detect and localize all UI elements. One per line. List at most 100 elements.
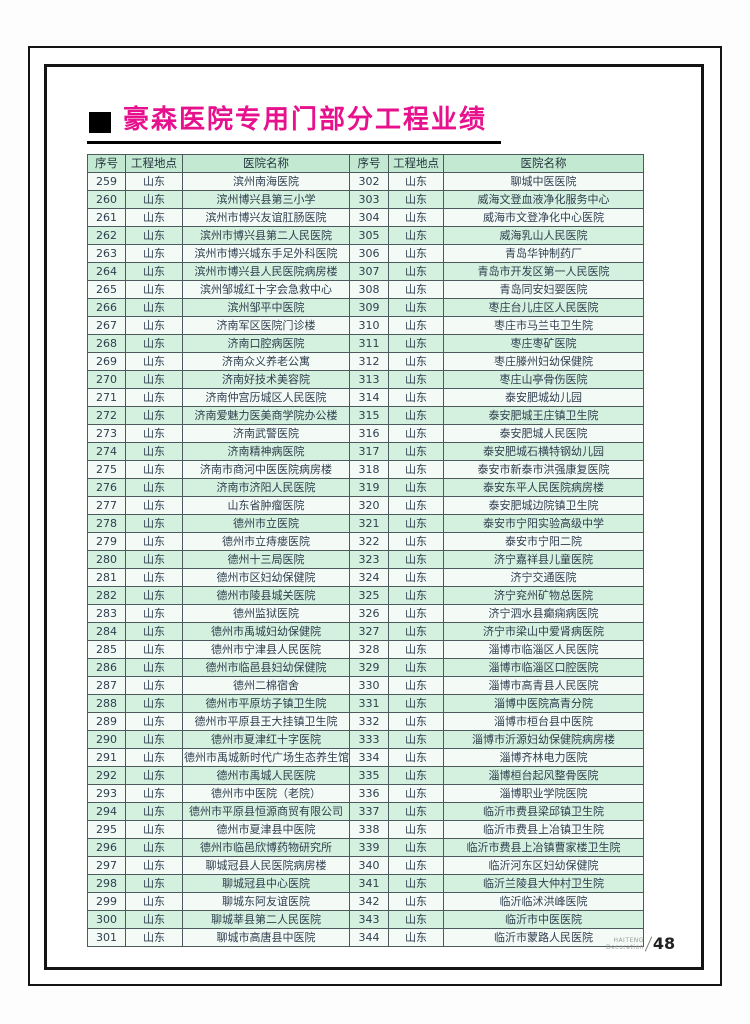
column-header-location: 工程地点 <box>125 154 183 173</box>
location-cell: 山东 <box>388 928 444 947</box>
serial-cell: 332 <box>349 712 389 731</box>
table-row: 259 山东 滨州南海医院 302 山东 聊城中医医院 <box>87 172 644 191</box>
hospital-name-cell: 济南好技术美容院 <box>182 370 350 389</box>
hospital-name-cell: 淄博市临淄区口腔医院 <box>443 658 644 677</box>
hospital-name-cell: 德州市立痔瘘医院 <box>182 532 350 551</box>
location-cell: 山东 <box>125 226 183 245</box>
serial-cell: 267 <box>87 316 126 335</box>
serial-cell: 330 <box>349 676 389 695</box>
location-cell: 山东 <box>388 280 444 299</box>
serial-cell: 339 <box>349 838 389 857</box>
hospital-name-cell: 淄博市临淄区人民医院 <box>443 640 644 659</box>
hospital-name-cell: 济南口腔病医院 <box>182 334 350 353</box>
serial-cell: 291 <box>87 748 126 767</box>
brand-label: HAITENG Decoration <box>606 937 644 951</box>
hospital-name-cell: 德州市夏津县中医院 <box>182 820 350 839</box>
column-header-serial: 序号 <box>349 154 389 173</box>
hospital-name-cell: 济宁兖州矿物总医院 <box>443 586 644 605</box>
serial-cell: 301 <box>87 928 126 947</box>
hospital-name-cell: 聊城冠县人民医院病房楼 <box>182 856 350 875</box>
serial-cell: 281 <box>87 568 126 587</box>
serial-cell: 265 <box>87 280 126 299</box>
serial-cell: 278 <box>87 514 126 533</box>
hospital-name-cell: 淄博齐林电力医院 <box>443 748 644 767</box>
table-row: 291 山东 德州市禹城新时代广场生态养生馆 334 山东 淄博齐林电力医院 <box>87 748 644 767</box>
serial-cell: 298 <box>87 874 126 893</box>
table-row: 289 山东 德州市平原县王大挂镇卫生院 332 山东 淄博市桓台县中医院 <box>87 712 644 731</box>
hospital-name-cell: 滨州博兴县第三小学 <box>182 190 350 209</box>
serial-cell: 312 <box>349 352 389 371</box>
hospital-name-cell: 德州市中医院（老院） <box>182 784 350 803</box>
hospital-name-cell: 济南市济阳人民医院 <box>182 478 350 497</box>
location-cell: 山东 <box>388 460 444 479</box>
location-cell: 山东 <box>125 550 183 569</box>
table-row: 285 山东 德州市宁津县人民医院 328 山东 淄博市临淄区人民医院 <box>87 640 644 659</box>
location-cell: 山东 <box>388 352 444 371</box>
serial-cell: 306 <box>349 244 389 263</box>
location-cell: 山东 <box>388 640 444 659</box>
hospital-name-cell: 泰安东平人民医院病房楼 <box>443 478 644 497</box>
serial-cell: 263 <box>87 244 126 263</box>
table-row: 281 山东 德州市区妇幼保健院 324 山东 济宁交通医院 <box>87 568 644 587</box>
table-row: 290 山东 德州市夏津红十字医院 333 山东 淄博市沂源妇幼保健院病房楼 <box>87 730 644 749</box>
serial-cell: 277 <box>87 496 126 515</box>
serial-cell: 337 <box>349 802 389 821</box>
location-cell: 山东 <box>388 262 444 281</box>
column-header-serial: 序号 <box>87 154 126 173</box>
hospital-name-cell: 临沂河东区妇幼保健院 <box>443 856 644 875</box>
location-cell: 山东 <box>388 604 444 623</box>
hospital-name-cell: 滨州市博兴县第二人民医院 <box>182 226 350 245</box>
serial-cell: 282 <box>87 586 126 605</box>
location-cell: 山东 <box>388 190 444 209</box>
location-cell: 山东 <box>125 298 183 317</box>
table-row: 269 山东 济南众义养老公寓 312 山东 枣庄滕州妇幼保健院 <box>87 352 644 371</box>
serial-cell: 276 <box>87 478 126 497</box>
table-row: 300 山东 聊城莘县第二人民医院 343 山东 临沂市中医医院 <box>87 910 644 929</box>
table-row: 288 山东 德州市平原坊子镇卫生院 331 山东 淄博中医院高青分院 <box>87 694 644 713</box>
hospital-name-cell: 济南爱魅力医美商学院办公楼 <box>182 406 350 425</box>
location-cell: 山东 <box>388 838 444 857</box>
table-row: 262 山东 滨州市博兴县第二人民医院 305 山东 威海乳山人民医院 <box>87 226 644 245</box>
location-cell: 山东 <box>125 532 183 551</box>
location-cell: 山东 <box>125 244 183 263</box>
location-cell: 山东 <box>125 478 183 497</box>
location-cell: 山东 <box>125 442 183 461</box>
serial-cell: 290 <box>87 730 126 749</box>
serial-cell: 275 <box>87 460 126 479</box>
hospital-name-cell: 德州市平原县王大挂镇卫生院 <box>182 712 350 731</box>
hospital-name-cell: 泰安肥城幼儿园 <box>443 388 644 407</box>
table-row: 296 山东 德州市临邑欣博药物研究所 339 山东 临沂市费县上冶镇曹家楼卫生院 <box>87 838 644 857</box>
serial-cell: 280 <box>87 550 126 569</box>
location-cell: 山东 <box>125 622 183 641</box>
serial-cell: 338 <box>349 820 389 839</box>
serial-cell: 318 <box>349 460 389 479</box>
table-row: 260 山东 滨州博兴县第三小学 303 山东 威海文登血液净化服务中心 <box>87 190 644 209</box>
location-cell: 山东 <box>388 910 444 929</box>
serial-cell: 286 <box>87 658 126 677</box>
column-header-hospital: 医院名称 <box>443 154 644 173</box>
page-title: 豪森医院专用门部分工程业绩 <box>123 105 488 135</box>
table-row: 261 山东 滨州市博兴友谊肛肠医院 304 山东 威海市文登净化中心医院 <box>87 208 644 227</box>
table-row: 286 山东 德州市临邑县妇幼保健院 329 山东 淄博市临淄区口腔医院 <box>87 658 644 677</box>
hospital-name-cell: 临沂市费县上冶镇卫生院 <box>443 820 644 839</box>
location-cell: 山东 <box>125 460 183 479</box>
hospital-name-cell: 德州市夏津红十字医院 <box>182 730 350 749</box>
serial-cell: 261 <box>87 208 126 227</box>
location-cell: 山东 <box>388 496 444 515</box>
hospital-name-cell: 德州二棉宿舍 <box>182 676 350 695</box>
location-cell: 山东 <box>388 856 444 875</box>
serial-cell: 271 <box>87 388 126 407</box>
serial-cell: 299 <box>87 892 126 911</box>
location-cell: 山东 <box>125 820 183 839</box>
hospital-name-cell: 临沂市费县上冶镇曹家楼卫生院 <box>443 838 644 857</box>
table-row: 293 山东 德州市中医院（老院） 336 山东 淄博职业学院医院 <box>87 784 644 803</box>
location-cell: 山东 <box>125 640 183 659</box>
serial-cell: 344 <box>349 928 389 947</box>
hospital-name-cell: 滨州邹平中医院 <box>182 298 350 317</box>
hospital-name-cell: 聊城冠县中心医院 <box>182 874 350 893</box>
location-cell: 山东 <box>388 442 444 461</box>
serial-cell: 307 <box>349 262 389 281</box>
table-row: 284 山东 德州市禹城妇幼保健院 327 山东 济宁市梁山中爱肾病医院 <box>87 622 644 641</box>
serial-cell: 273 <box>87 424 126 443</box>
